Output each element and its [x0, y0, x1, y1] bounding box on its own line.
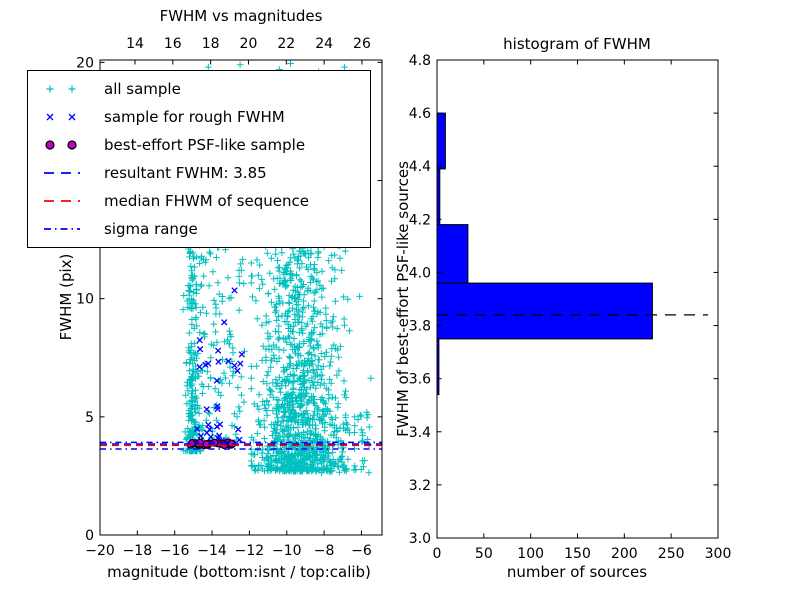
- x-tick-label-top: 14: [126, 36, 144, 52]
- legend-item-median-fhwm: median FHWM of sequence: [28, 188, 370, 215]
- y-tick-label-left: 10: [76, 292, 94, 308]
- right-plot-xlabel: number of sources: [506, 563, 648, 581]
- legend-label: median FHWM of sequence: [104, 192, 309, 210]
- x-tick-label-bottom: −14: [197, 543, 227, 559]
- legend-label: resultant FWHM: 3.85: [104, 164, 267, 182]
- x-tick-label-hist: 100: [517, 546, 544, 562]
- legend-item-rough-fwhm: sample for rough FWHM: [28, 104, 370, 131]
- legend-label: sample for rough FWHM: [104, 108, 285, 126]
- x-tick-label-top: 18: [202, 36, 220, 52]
- x-tick-label-hist: 200: [611, 546, 638, 562]
- legend-marker-x: [28, 110, 104, 124]
- legend-box: all sample sample for rough FWHM best-ef…: [27, 70, 371, 248]
- legend-item-all-sample: all sample: [28, 76, 370, 103]
- all-sample-points: [179, 60, 375, 477]
- y-tick-label-hist: 4.8: [409, 53, 431, 69]
- legend-marker-dashed-red: [28, 194, 104, 208]
- y-tick-label-hist: 3.0: [409, 531, 431, 547]
- x-tick-label-top: 16: [164, 36, 182, 52]
- x-tick-label-hist: 250: [658, 546, 685, 562]
- y-tick-label-hist: 4.4: [409, 159, 431, 175]
- y-tick-label-left: 0: [85, 528, 94, 544]
- x-tick-label-hist: 300: [705, 546, 732, 562]
- legend-marker-dashdot-blue: [28, 222, 104, 236]
- x-tick-label-hist: 150: [564, 546, 591, 562]
- x-tick-label-bottom: −6: [351, 543, 372, 559]
- left-plot-spines: [99, 59, 383, 536]
- x-tick-label-top: 20: [240, 36, 258, 52]
- left-plot-xlabel: magnitude (bottom:isnt / top:calib): [107, 563, 371, 581]
- legend-marker-plus: [28, 82, 104, 96]
- x-tick-label-top: 24: [315, 36, 333, 52]
- x-tick-label-bottom: −8: [314, 543, 335, 559]
- x-tick-label-bottom: −20: [85, 543, 115, 559]
- legend-label: sigma range: [104, 220, 198, 238]
- right-plot-ylabel: FWHM of best-effort PSF-like sources: [394, 161, 412, 437]
- y-tick-label-hist: 3.8: [409, 319, 431, 335]
- legend-marker-circle: [28, 138, 104, 152]
- left-plot-title: FWHM vs magnitudes: [159, 7, 323, 25]
- y-tick-label-left: 20: [76, 55, 94, 71]
- legend-item-resultant-fwhm: resultant FWHM: 3.85: [28, 160, 370, 187]
- x-tick-label-top: 26: [353, 36, 371, 52]
- legend-item-sigma-range: sigma range: [28, 216, 370, 243]
- y-tick-label-hist: 4.0: [409, 265, 431, 281]
- hist-bar: [436, 112, 446, 170]
- legend-label: best-effort PSF-like sample: [104, 136, 306, 154]
- left-plot-data: [100, 60, 382, 477]
- y-tick-label-left: 5: [85, 410, 94, 426]
- left-plot-ylabel: FWHM (pix): [57, 253, 75, 341]
- legend-label: all sample: [104, 80, 181, 98]
- x-tick-label-bottom: −18: [123, 543, 153, 559]
- y-tick-label-hist: 4.6: [409, 106, 431, 122]
- y-tick-label-hist: 3.6: [409, 372, 431, 388]
- hist-bar: [436, 282, 653, 340]
- x-tick-label-bottom: −10: [272, 543, 302, 559]
- right-plot-data: [436, 112, 653, 396]
- x-tick-label-bottom: −12: [235, 543, 265, 559]
- axis-ticks: −20 −18 −16 −14 −12 −10 −8 −6 14 16 18 20 22 24 26 0 5 10…: [76, 36, 731, 562]
- x-tick-label-bottom: −16: [160, 543, 190, 559]
- right-plot-title: histogram of FWHM: [503, 35, 651, 53]
- y-tick-label-hist: 4.2: [409, 212, 431, 228]
- x-tick-label-hist: 50: [475, 546, 493, 562]
- x-tick-label-top: 22: [277, 36, 295, 52]
- x-tick-label-hist: 0: [433, 546, 442, 562]
- hist-bar: [436, 224, 469, 284]
- legend-item-psf-sample: best-effort PSF-like sample: [28, 132, 370, 159]
- legend-marker-dashed-blue: [28, 166, 104, 180]
- y-tick-label-hist: 3.4: [409, 425, 431, 441]
- y-tick-label-hist: 3.2: [409, 478, 431, 494]
